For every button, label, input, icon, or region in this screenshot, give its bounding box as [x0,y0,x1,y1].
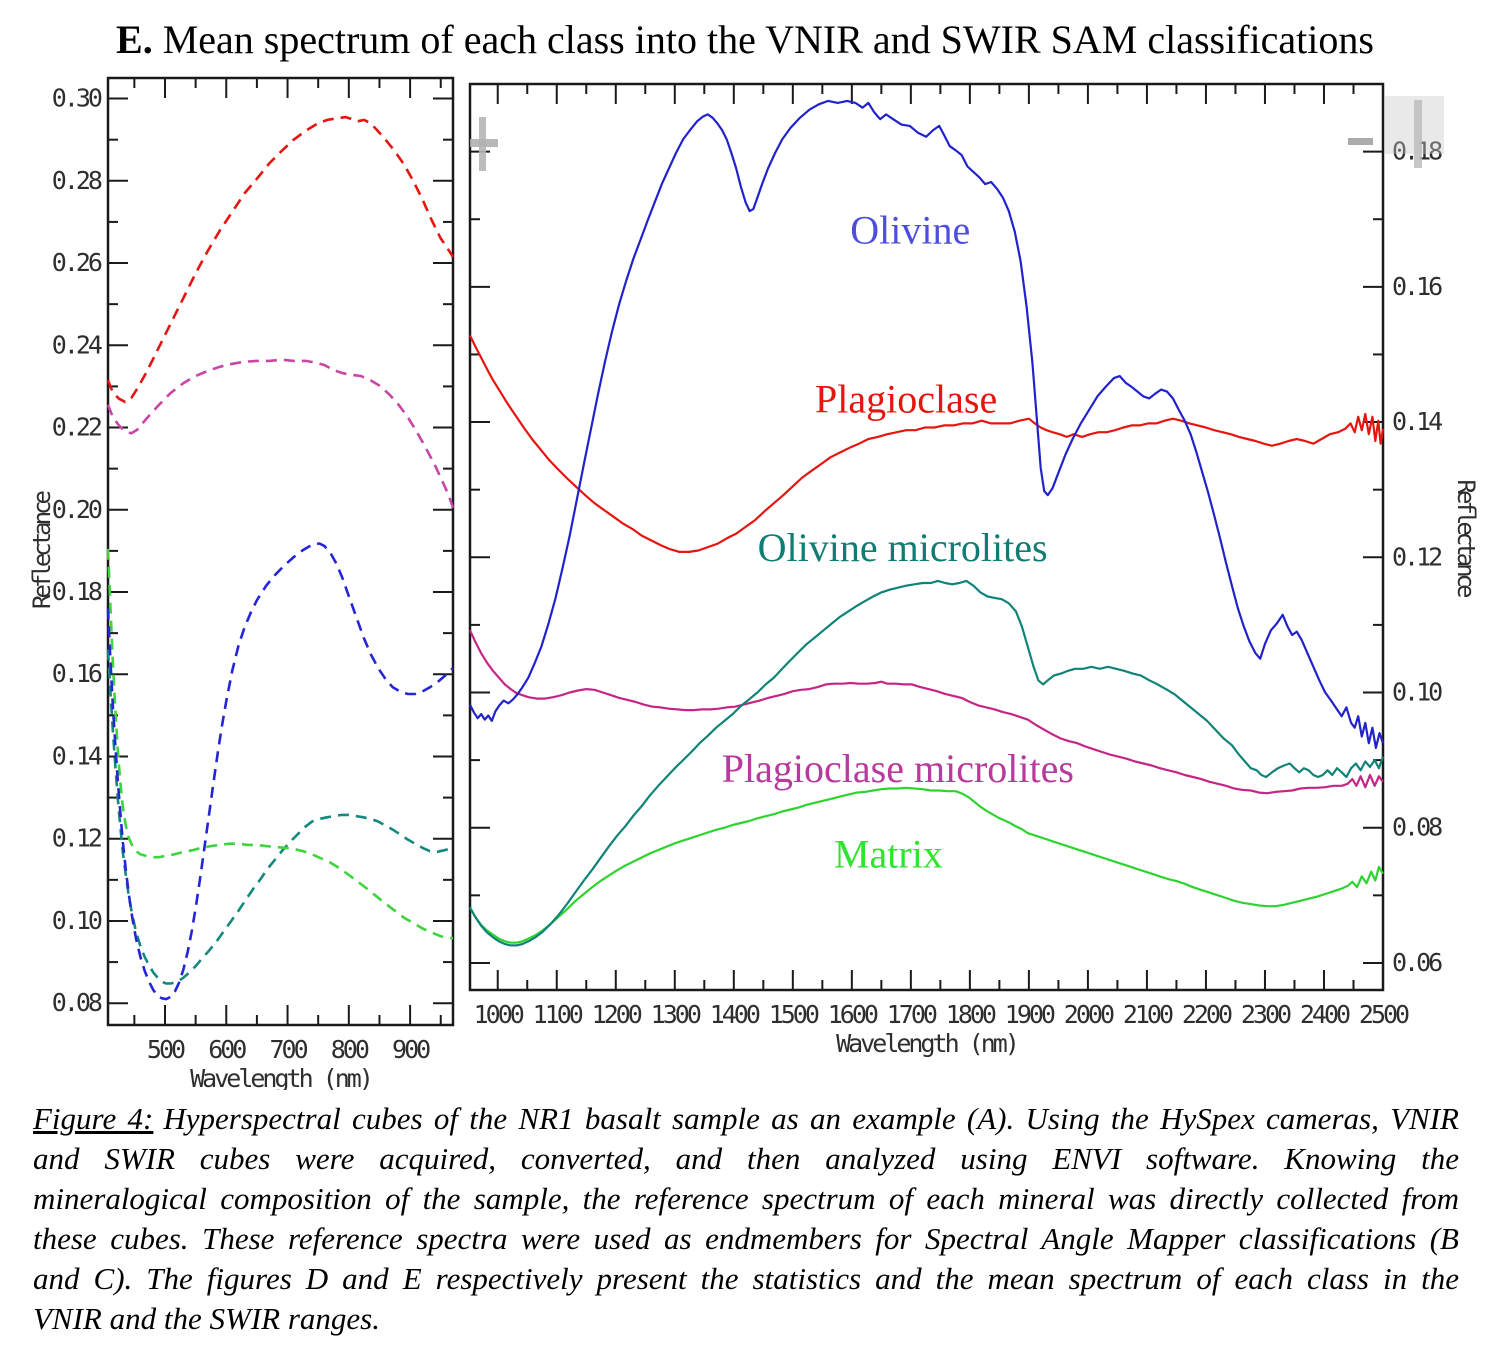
vnir-y-tick-label: 0.10 [52,906,102,935]
figure-title-text: Mean spectrum of each class into the VNI… [152,17,1374,62]
swir-x-tick-label: 1700 [887,1000,937,1029]
swir-plot-frame [468,82,1385,992]
swir-y-tick-label: 0.08 [1392,813,1442,842]
swir-x-tick-label: 2400 [1300,1000,1350,1029]
caption-line: these cubes. These reference spectra wer… [33,1221,1459,1256]
swir-y-tick-label: 0.14 [1392,407,1442,436]
swir-y-tick-label: 0.10 [1392,678,1442,707]
swir-y-tick-label: 0.12 [1392,542,1441,571]
series-plagioclase-microlites [106,358,455,509]
swir-y-tick-label: 0.06 [1392,948,1442,977]
vnir-y-tick-label: 0.28 [52,166,102,195]
swir-x-tick-label: 2500 [1359,1000,1409,1029]
swir-x-axis-label: Wavelength (nm) [836,1029,1017,1058]
caption-line: and SWIR cubes were acquired, converted,… [33,1141,1459,1176]
vnir-y-axis-label: Reflectance [28,490,56,608]
caption-line: Figure 4: Hyperspectral cubes of the NR1 … [33,1099,1459,1139]
screenshot-artifact [1348,138,1373,145]
label-plagioclase-microlites: Plagioclase microlites [722,746,1074,791]
vnir-y-tick-label: 0.22 [52,413,101,442]
figure-caption: Figure 4: Hyperspectral cubes of the NR1 … [33,1099,1459,1339]
series-olivine-microlites [469,579,1385,947]
vnir-x-tick-label: 700 [269,1035,307,1064]
series-olivine [469,99,1385,750]
label-matrix: Matrix [834,831,943,876]
label-plagioclase: Plagioclase [815,376,997,421]
caption-line: and C). The figures D and E respectively… [33,1261,1459,1296]
swir-x-tick-label: 1000 [474,1000,524,1029]
swir-x-tick-label: 1800 [946,1000,996,1029]
swir-x-tick-label: 2200 [1182,1000,1232,1029]
caption-figure-label: Figure 4: [33,1101,154,1136]
vnir-y-tick-label: 0.26 [52,248,102,277]
swir-x-tick-label: 1600 [828,1000,878,1029]
swir-x-tick-label: 2000 [1064,1000,1114,1029]
series-plagioclase [469,335,1385,554]
vnir-y-tick-label: 0.14 [52,741,102,770]
swir-plot: 1000 1100 1200 1300 1400 1500 1600 1700 1800 1900… [468,82,1480,1058]
vnir-plot: 500 600 700 800 900 0.08 0.10 0.12 0.14 0.16 0.18 0… [28,76,455,1090]
figure-title-letter: E. [116,17,153,62]
vnir-y-tick-label: 0.12 [52,824,101,853]
vnir-x-axis-label: Wavelength (nm) [190,1064,371,1090]
series-olivine [106,542,454,1001]
series-plagioclase-microlites [469,629,1384,795]
label-olivine-microlites: Olivine microlites [758,525,1048,570]
series-matrix [106,548,454,940]
series-plagioclase [106,115,455,404]
swir-x-tick-label: 1300 [651,1000,701,1029]
caption-line: mineralogical composition of the sample,… [33,1181,1459,1216]
vnir-y-tick-label: 0.20 [52,495,102,524]
series-matrix [469,786,1384,944]
swir-x-tick-label: 2100 [1123,1000,1173,1029]
swir-x-tick-label: 1400 [710,1000,760,1029]
label-olivine: Olivine [850,207,970,252]
caption-line: VNIR and the SWIR ranges. [33,1301,380,1336]
vnir-y-tick-label: 0.30 [52,84,102,113]
vnir-x-tick-label: 500 [147,1035,185,1064]
figure-title: E. Mean spectrum of each class into the … [0,16,1490,63]
caption-line-text: Hyperspectral cubes of the NR1 basalt sa… [163,1101,1459,1136]
vnir-x-tick-label: 600 [208,1035,246,1064]
swir-x-tick-label: 2300 [1241,1000,1291,1029]
swir-y-axis-label: Reflectance [1452,480,1480,598]
vnir-y-tick-label: 0.24 [52,330,102,359]
spectra-plots: 500 600 700 800 900 0.08 0.10 0.12 0.14 0.16 0.18 0… [28,76,1480,1090]
swir-x-tick-label: 1200 [592,1000,642,1029]
vnir-y-tick-label: 0.08 [52,988,102,1017]
vnir-y-tick-label: 0.18 [52,577,102,606]
vnir-y-tick-label: 0.16 [52,659,102,688]
swir-x-tick-label: 1100 [533,1000,583,1029]
vnir-x-tick-label: 900 [392,1035,430,1064]
screenshot-artifact [1414,100,1422,168]
series-olivine-microlites [106,649,454,985]
swir-x-tick-label: 1500 [769,1000,819,1029]
screenshot-artifact [470,139,498,147]
vnir-plot-frame [106,76,455,1027]
swir-y-tick-label: 0.16 [1392,272,1442,301]
swir-x-tick-label: 1900 [1005,1000,1055,1029]
vnir-x-tick-label: 800 [331,1035,369,1064]
